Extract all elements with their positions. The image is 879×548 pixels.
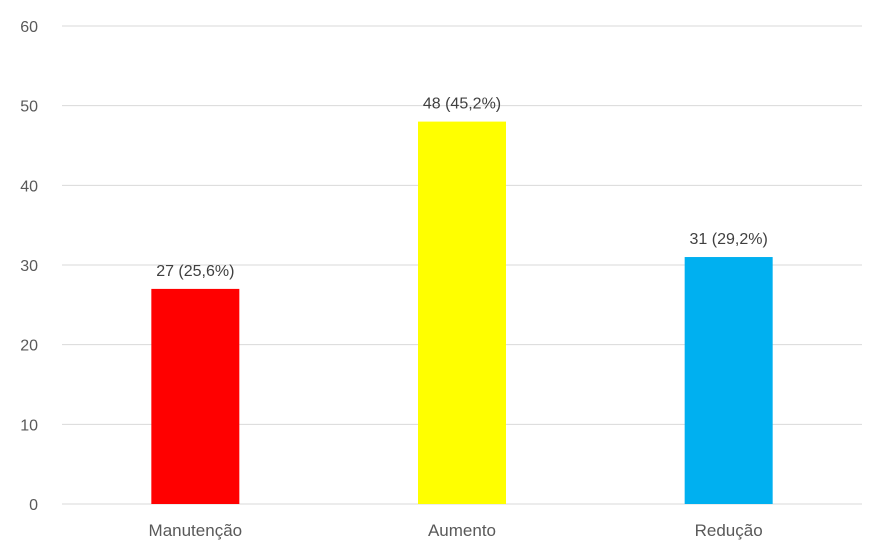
y-axis-ticks: 0 10 20 30 40 50 60 — [20, 19, 38, 514]
bars — [151, 121, 773, 504]
x-category-label: Redução — [695, 521, 763, 540]
bar — [151, 288, 240, 504]
y-tick-label: 30 — [20, 258, 38, 275]
bar — [418, 121, 506, 504]
data-label: 48 (45,2%) — [423, 96, 501, 113]
y-tick-label: 10 — [20, 417, 38, 434]
y-tick-label: 50 — [20, 99, 38, 116]
y-tick-label: 40 — [20, 178, 38, 195]
bar — [684, 257, 773, 504]
y-tick-label: 20 — [20, 338, 38, 355]
y-tick-label: 60 — [20, 19, 38, 36]
x-axis-categories: Manutenção Aumento Redução — [149, 521, 763, 540]
y-tick-label: 0 — [29, 497, 38, 514]
data-label: 31 (29,2%) — [690, 231, 768, 248]
x-category-label: Manutenção — [149, 521, 243, 540]
data-labels: 27 (25,6%) 48 (45,2%) 31 (29,2%) — [156, 96, 768, 280]
data-label: 27 (25,6%) — [156, 263, 234, 280]
x-category-label: Aumento — [428, 521, 496, 540]
